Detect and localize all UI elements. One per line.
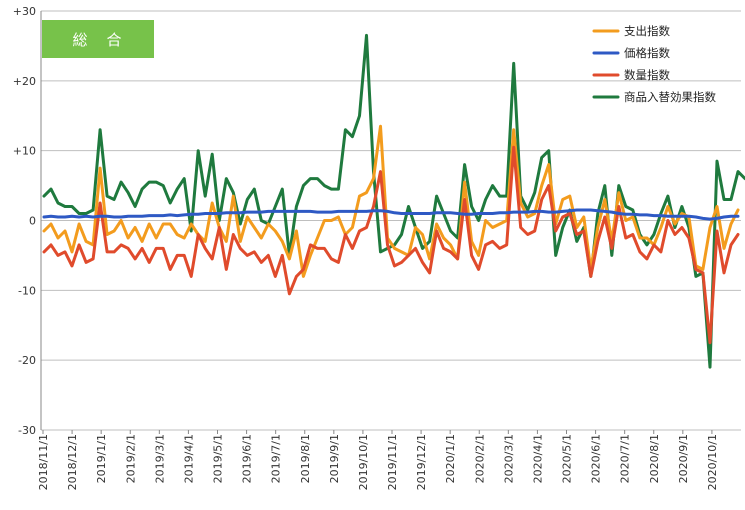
legend-label: 商品入替効果指数 [624, 90, 716, 104]
x-tick-label: 2018/12/1 [66, 434, 79, 490]
x-tick-label: 2020/10/1 [706, 434, 719, 490]
x-tick-label: 2020/7/1 [619, 434, 632, 483]
y-tick-label: -20 [18, 354, 36, 367]
x-tick-label: 2019/12/1 [415, 434, 428, 490]
x-tick-label: 2019/3/1 [153, 434, 166, 483]
x-tick-label: 2019/6/1 [241, 434, 254, 483]
x-tick-label: 2019/8/1 [299, 434, 312, 483]
legend-label: 支出指数 [624, 24, 670, 38]
y-axis-ticks: +30 +20 +10 0 -10 -20 -30 [13, 5, 36, 437]
x-tick-label: 2019/2/1 [124, 434, 137, 483]
y-tick-label: -30 [18, 424, 36, 437]
x-tick-label: 2020/8/1 [648, 434, 661, 483]
x-tick-label: 2019/1/1 [95, 434, 108, 483]
x-tick-label: 2019/10/1 [357, 434, 370, 490]
series-lines [42, 33, 745, 369]
y-tick-label: +10 [13, 145, 36, 158]
x-tick-label: 2020/1/1 [444, 434, 457, 483]
x-tick-label: 2019/11/1 [386, 434, 399, 490]
x-tick-label: 2019/5/1 [212, 434, 225, 483]
x-tick-label: 2018/11/1 [37, 434, 50, 490]
legend-label: 数量指数 [624, 68, 670, 82]
y-tick-label: +30 [13, 5, 36, 18]
gridlines [40, 10, 741, 431]
x-tick-label: 2019/4/1 [182, 434, 195, 483]
x-tick-label: 2019/7/1 [270, 434, 283, 483]
series-line-0 [42, 124, 740, 278]
series-line-2 [42, 145, 740, 345]
x-tick-label: 2020/9/1 [677, 434, 690, 483]
y-tick-label: 0 [29, 215, 36, 228]
chart-title-box: 総 合 [42, 20, 154, 58]
chart-title: 総 合 [72, 31, 123, 49]
legend-label: 価格指数 [624, 46, 670, 60]
x-tick-label: 2020/6/1 [590, 434, 603, 483]
y-tick-label: +20 [13, 75, 36, 88]
chart-title-background [42, 20, 154, 58]
x-tick-label: 2020/4/1 [531, 434, 544, 483]
x-tick-label: 2020/3/1 [502, 434, 515, 483]
y-tick-label: -10 [18, 284, 36, 297]
series-line-3 [42, 33, 745, 369]
x-tick-label: 2019/9/1 [328, 434, 341, 483]
x-tick-label: 2020/2/1 [473, 434, 486, 483]
x-tick-label: 2020/5/1 [561, 434, 574, 483]
series-line-1 [42, 208, 740, 221]
x-axis-ticks: 2018/11/1 2018/12/1 2019/1/1 2019/2/1 2019/3… [37, 430, 719, 490]
